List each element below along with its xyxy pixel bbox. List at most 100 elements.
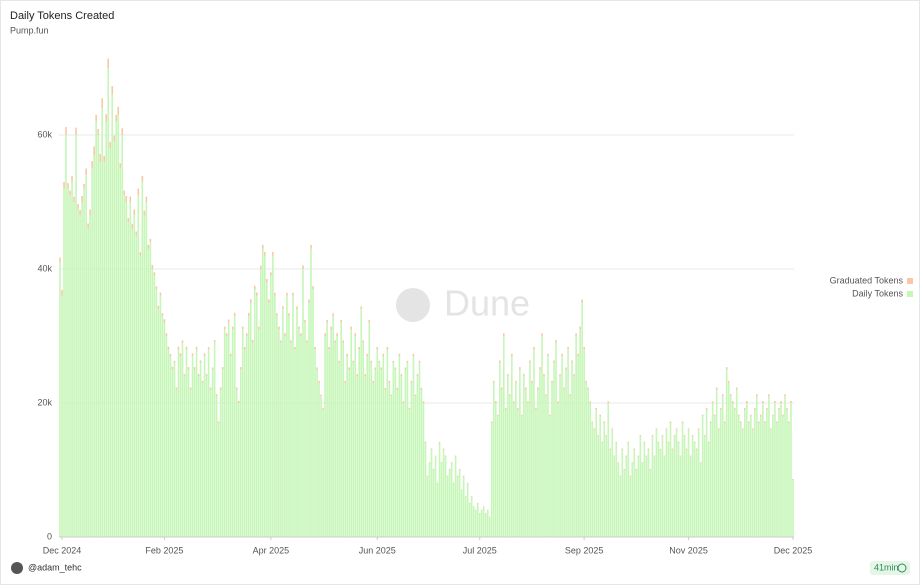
bar-segment <box>159 295 162 537</box>
bar-segment <box>593 429 595 537</box>
bar-segment <box>603 423 606 537</box>
bar-segment <box>129 196 132 202</box>
bar-segment <box>157 305 160 310</box>
bar-segment <box>239 367 242 370</box>
bar-segment <box>187 369 190 537</box>
bar-segment <box>354 336 357 537</box>
bar-segment <box>95 114 97 122</box>
bar-segment <box>83 188 85 537</box>
bar-segment <box>203 353 206 357</box>
bar-segment <box>380 369 383 537</box>
bar-segment <box>681 423 684 537</box>
bar-segment <box>711 401 714 403</box>
bar-segment <box>121 128 124 135</box>
bar-segment <box>760 416 762 537</box>
author[interactable]: @adam_tehc <box>28 562 82 572</box>
bar-segment <box>762 403 764 537</box>
bar-segment <box>557 401 559 403</box>
bar-segment <box>713 416 716 537</box>
bar-segment <box>129 202 132 537</box>
bar-segment <box>563 387 565 390</box>
bar-segment <box>276 315 278 537</box>
bar-segment <box>410 380 413 383</box>
bar-segment <box>735 387 738 390</box>
bar-segment <box>368 322 371 537</box>
bar-segment <box>83 183 85 189</box>
bar-segment <box>555 340 557 343</box>
bar-segment <box>306 342 308 537</box>
bar-segment <box>115 114 118 122</box>
bar-segment <box>494 400 497 403</box>
bar-segment <box>123 195 126 538</box>
bar-segment <box>324 333 326 336</box>
bar-segment <box>262 244 264 249</box>
bar-segment <box>565 369 567 537</box>
bar-segment <box>701 416 704 537</box>
bar-segment <box>364 374 367 377</box>
bar-segment <box>237 403 240 537</box>
bar-segment <box>633 449 636 537</box>
bar-segment <box>352 362 355 537</box>
bar-segment <box>731 403 734 537</box>
bar-segment <box>659 448 662 450</box>
bar-segment <box>667 443 670 537</box>
bar-segment <box>513 401 515 403</box>
bar-segment <box>480 510 483 537</box>
bar-segment <box>251 340 254 343</box>
bar-segment <box>111 94 114 538</box>
bar-segment <box>450 462 453 464</box>
bar-segment <box>256 295 258 537</box>
bar-segment <box>330 326 332 330</box>
bar-segment <box>661 436 664 537</box>
bar-segment <box>400 376 403 537</box>
bar-segment <box>774 403 776 537</box>
bar-segment <box>181 342 184 537</box>
bar-segment <box>655 428 658 430</box>
bar-segment <box>420 387 423 390</box>
bar-segment <box>406 362 409 537</box>
bar-segment <box>619 475 622 477</box>
bar-segment <box>784 396 786 537</box>
bar-segment <box>752 429 754 537</box>
bar-segment <box>782 416 784 537</box>
bar-segment <box>498 362 501 537</box>
bar-segment <box>163 319 166 323</box>
bar-segment <box>746 403 748 537</box>
bar-segment <box>151 264 154 269</box>
bar-segment <box>657 441 660 444</box>
bar-segment <box>507 376 509 537</box>
bar-segment <box>621 449 624 537</box>
bar-segment <box>93 146 95 156</box>
bar-segment <box>723 421 726 424</box>
bar-segment <box>332 313 334 316</box>
bar-segment <box>384 387 387 390</box>
bar-segment <box>587 387 589 390</box>
bar-segment <box>75 135 77 537</box>
bar-segment <box>561 353 563 357</box>
bar-segment <box>671 448 674 450</box>
bar-segment <box>264 255 266 537</box>
bar-segment <box>99 153 101 162</box>
bar-segment <box>484 513 487 514</box>
bar-segment <box>496 416 499 537</box>
bar-segment <box>217 423 220 537</box>
bar-segment <box>501 387 503 390</box>
bar-segment <box>338 362 340 537</box>
bar-segment <box>398 353 401 357</box>
bar-segment <box>721 396 724 537</box>
bar-segment <box>348 367 350 370</box>
bar-segment <box>97 128 99 135</box>
bar-segment <box>679 455 682 457</box>
bar-segment <box>503 336 505 537</box>
bar-segment <box>643 441 646 444</box>
bar-segment <box>412 356 415 537</box>
bar-segment <box>675 429 678 537</box>
bar-segment <box>498 360 501 363</box>
bar-segment <box>396 389 399 537</box>
bar-segment <box>280 340 282 343</box>
bar-segment <box>123 190 126 196</box>
bar-segment <box>75 127 77 135</box>
bar-segment <box>356 374 359 377</box>
bar-segment <box>595 409 597 537</box>
bar-segment <box>541 333 543 336</box>
